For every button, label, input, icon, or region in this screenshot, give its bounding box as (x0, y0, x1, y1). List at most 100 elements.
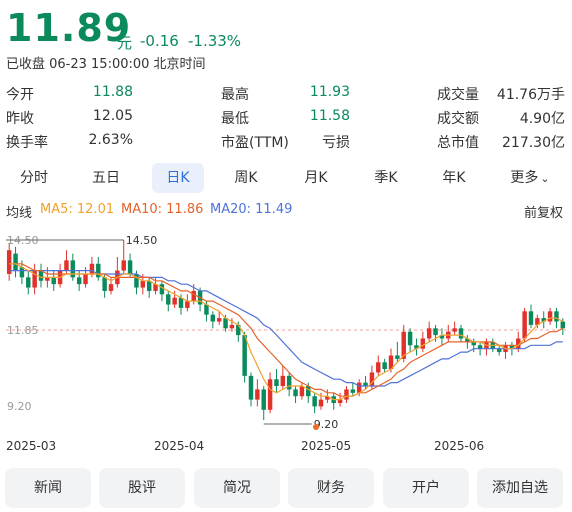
candle-body (76, 277, 82, 285)
candle-body (70, 260, 76, 278)
candle-body (19, 267, 25, 278)
candle-body (267, 379, 273, 410)
candle-body (32, 270, 37, 288)
candle-body (108, 284, 114, 291)
financials-button[interactable]: 财务 (288, 468, 374, 508)
candle-body (204, 304, 209, 315)
x-tick-label: 2025-04 (154, 439, 204, 453)
candle-body (465, 338, 470, 342)
candle-body (159, 284, 165, 295)
x-tick-label: 2025-05 (301, 439, 351, 453)
tab-daily-k[interactable]: 日K (152, 163, 204, 193)
candle-body (344, 389, 349, 400)
candle-body (96, 263, 101, 278)
stat-value-volume: 41.76万手 (496, 87, 565, 103)
candle-body (439, 335, 445, 339)
candle-body (433, 328, 438, 336)
candle-body (6, 250, 12, 274)
tab-yearly-k[interactable]: 年K (442, 170, 466, 186)
candle-body (13, 253, 18, 271)
ma20-legend: MA20: 11.49 (210, 202, 293, 217)
candle-body (528, 311, 534, 325)
ma10-line (9, 263, 564, 397)
commentary-button[interactable]: 股评 (99, 468, 185, 508)
stat-value-high: 11.93 (309, 84, 350, 100)
candle-body (280, 375, 286, 387)
candle-body (242, 335, 247, 376)
candle-body (369, 372, 375, 387)
candle-body (178, 297, 184, 308)
candle-body (541, 318, 546, 322)
candle-body (471, 341, 476, 346)
tab-intraday[interactable]: 分时 (20, 170, 48, 186)
candle-body (554, 311, 559, 322)
y-tick-label: 9.20 (7, 400, 32, 413)
stat-value-turnover-amount: 4.90亿 (519, 111, 565, 127)
candle-body (166, 294, 171, 305)
tab-more[interactable]: 更多 ⌄ (500, 163, 560, 193)
candle-body (496, 348, 502, 353)
candle-body (407, 331, 413, 346)
tab-quarterly-k[interactable]: 季K (374, 170, 398, 186)
candle-body (293, 389, 298, 397)
tab-monthly-k[interactable]: 月K (304, 170, 328, 186)
candle-body (51, 277, 56, 285)
candle-body (274, 379, 279, 387)
news-button[interactable]: 新闻 (5, 468, 91, 508)
x-tick-label: 2025-06 (434, 439, 484, 453)
stat-value-market-cap: 217.30亿 (502, 135, 565, 151)
open-account-button[interactable]: 开户 (383, 468, 469, 508)
candle-body (134, 273, 139, 288)
chevron-down-icon: ⌄ (540, 172, 550, 185)
candle-body (395, 355, 400, 359)
candle-body (376, 362, 381, 373)
candle-body (318, 399, 324, 407)
candle-body (388, 355, 394, 370)
market-status: 已收盘 06-23 15:00:00 北京时间 (6, 57, 206, 72)
stat-value-pe-ttm: 亏损 (322, 135, 350, 151)
candle-body (229, 324, 235, 329)
currency-unit: 元 (117, 34, 133, 52)
ma5-legend: MA5: 12.01 (40, 202, 115, 217)
tab-five-day[interactable]: 五日 (92, 170, 120, 186)
candle-body (191, 290, 196, 302)
candle-body (64, 260, 69, 271)
stat-label-low: 最低 (221, 111, 249, 127)
candle-body (535, 318, 540, 325)
candle-body (516, 338, 521, 349)
adjust-toggle[interactable]: 前复权 (524, 206, 564, 221)
candle-body (121, 260, 126, 271)
candle-body (89, 263, 95, 274)
candle-body (426, 328, 432, 339)
period-tabs: 分时 五日 日K 周K 月K 季K 年K 更多 ⌄ (0, 163, 572, 193)
ma5-line (9, 263, 564, 401)
tab-weekly-k[interactable]: 周K (234, 170, 258, 186)
stat-value-prev-close: 12.05 (92, 108, 133, 124)
stats-grid: 今开 11.88 最高 11.93 成交量 41.76万手 昨收 12.05 最… (0, 80, 572, 151)
candle-body (45, 277, 50, 281)
candle-body (26, 277, 31, 288)
candle-body (452, 328, 457, 332)
candle-body (356, 382, 362, 393)
candle-body (420, 338, 426, 349)
candle-body (306, 386, 311, 397)
candle-body (286, 375, 292, 390)
candle-body (261, 389, 266, 410)
candle-body (299, 386, 305, 397)
stat-label-pe-ttm: 市盈(TTM) (221, 135, 289, 151)
candle-body (102, 277, 107, 291)
tab-more-label: 更多 (510, 170, 539, 186)
add-watchlist-button[interactable]: 添加自选 (477, 468, 563, 508)
stat-label-open: 今开 (6, 87, 34, 103)
stat-label-prev-close: 昨收 (6, 111, 34, 127)
price-change-percent: -1.33% (188, 32, 242, 50)
candle-body (312, 396, 317, 407)
candle-body (350, 389, 356, 393)
ma10-legend: MA10: 11.86 (121, 202, 204, 217)
stat-label-volume: 成交量 (437, 87, 479, 103)
candle-body (363, 382, 368, 387)
stat-label-high: 最高 (221, 87, 249, 103)
candle-body (414, 345, 419, 349)
profile-button[interactable]: 简况 (194, 468, 280, 508)
